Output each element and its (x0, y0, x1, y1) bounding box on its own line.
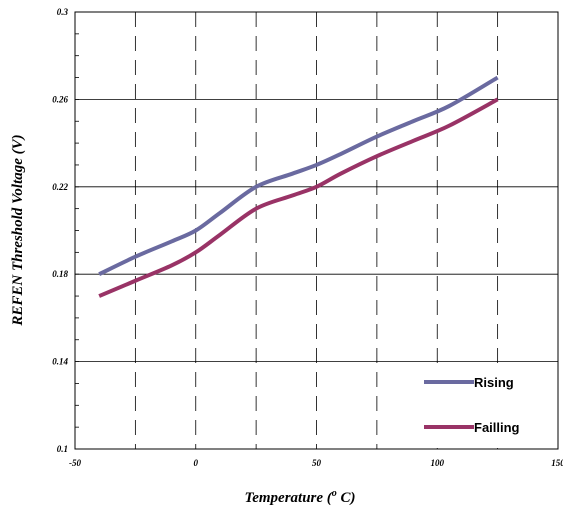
tick-labels: 0.1 0.14 0.18 0.22 0.26 0.3 -50 0 50 100 150 (52, 7, 563, 468)
y-tick-label: 0.26 (52, 94, 68, 104)
legend-label-rising: Rising (474, 375, 514, 390)
x-tick-label: 150 (551, 458, 563, 468)
x-tick-label: -50 (69, 458, 81, 468)
x-axis-title: Temperature (o C) (244, 488, 355, 506)
y-tick-label: 0.18 (52, 269, 68, 279)
y-tick-label: 0.3 (57, 7, 69, 17)
series-line-failling (98, 97, 499, 298)
series-line-rising (98, 75, 499, 277)
x-axis-title-unit: C) (337, 490, 356, 506)
x-axis-title-main: Temperature ( (244, 490, 332, 506)
x-axis-title-degree: o (332, 488, 337, 499)
y-axis-title: REFEN Threshold Voltage (V) (10, 134, 26, 326)
y-tick-label: 0.1 (57, 444, 68, 454)
legend: Rising Failling (412, 368, 532, 448)
x-tick-label: 100 (431, 458, 445, 468)
legend-label-failling: Failling (474, 420, 520, 435)
x-tick-label: 50 (312, 458, 322, 468)
x-tick-label: 0 (194, 458, 199, 468)
y-tick-label: 0.14 (52, 357, 68, 367)
plot-frame (74, 11, 559, 450)
series-group (98, 75, 499, 298)
y-tick-label: 0.22 (52, 182, 68, 192)
